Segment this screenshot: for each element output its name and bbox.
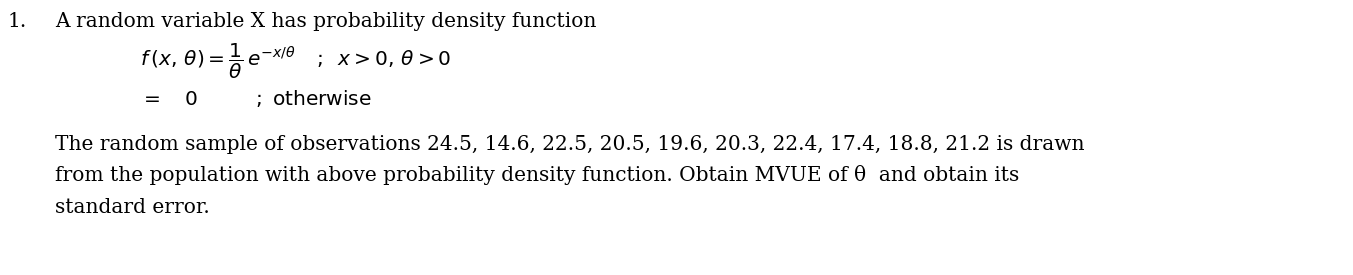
Text: $= \quad 0 \qquad\quad ;\;\text{otherwise}$: $= \quad 0 \qquad\quad ;\;\text{otherwis…	[139, 88, 372, 109]
Text: from the population with above probability density function. Obtain MVUE of θ  a: from the population with above probabili…	[55, 165, 1019, 185]
Text: 1.: 1.	[8, 12, 27, 31]
Text: The random sample of observations 24.5, 14.6, 22.5, 20.5, 19.6, 20.3, 22.4, 17.4: The random sample of observations 24.5, …	[55, 135, 1085, 154]
Text: standard error.: standard error.	[55, 198, 210, 217]
Text: A random variable X has probability density function: A random variable X has probability dens…	[55, 12, 597, 31]
Text: $f\,(x,\,\theta) = \dfrac{1}{\theta}\,e^{-x/\theta}\;\;\;\; ;\;\; x>0,\,\theta>0: $f\,(x,\,\theta) = \dfrac{1}{\theta}\,e^…	[139, 42, 452, 81]
